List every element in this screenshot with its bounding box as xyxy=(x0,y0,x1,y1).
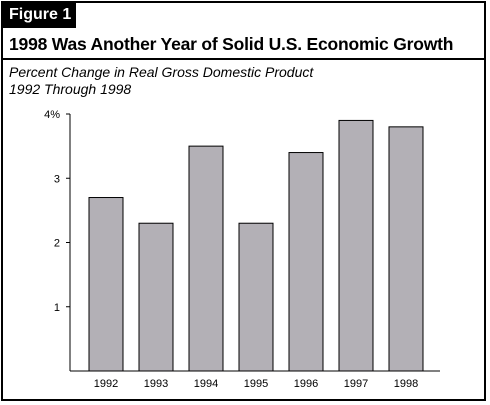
y-tick-label: 2 xyxy=(54,238,60,250)
bar-1995 xyxy=(238,222,274,372)
y-axis: 1 2 3 4% xyxy=(44,109,71,371)
bars-group xyxy=(88,119,424,372)
bar-1992 xyxy=(88,197,124,372)
title-divider xyxy=(1,58,486,60)
chart-subtitle: Percent Change in Real Gross Domestic Pr… xyxy=(9,64,313,98)
y-tick-label: 3 xyxy=(54,173,60,185)
bar-1994 xyxy=(188,145,224,372)
x-tick-label: 1993 xyxy=(144,378,168,390)
x-axis: 1992 1993 1994 1995 1996 1997 1998 xyxy=(70,370,440,390)
chart-title: 1998 Was Another Year of Solid U.S. Econ… xyxy=(9,34,454,54)
x-tick-label: 1992 xyxy=(94,378,118,390)
x-tick-label: 1997 xyxy=(344,378,368,390)
y-tick-label: 1 xyxy=(54,302,60,314)
x-tick-label: 1996 xyxy=(294,378,318,390)
bar-1996 xyxy=(288,152,324,372)
figure-frame xyxy=(1,1,486,401)
y-tick-label: 4% xyxy=(44,109,60,121)
subtitle-line-1: Percent Change in Real Gross Domestic Pr… xyxy=(9,64,314,80)
figure-label: Figure 1 xyxy=(1,1,76,28)
bar-1997 xyxy=(338,119,374,372)
subtitle-line-2: 1992 Through 1998 xyxy=(9,81,132,97)
x-tick-label: 1995 xyxy=(244,378,268,390)
x-tick-label: 1998 xyxy=(394,378,418,390)
x-tick-label: 1994 xyxy=(194,378,218,390)
bar-1998 xyxy=(388,126,424,372)
bar-1993 xyxy=(138,222,174,372)
